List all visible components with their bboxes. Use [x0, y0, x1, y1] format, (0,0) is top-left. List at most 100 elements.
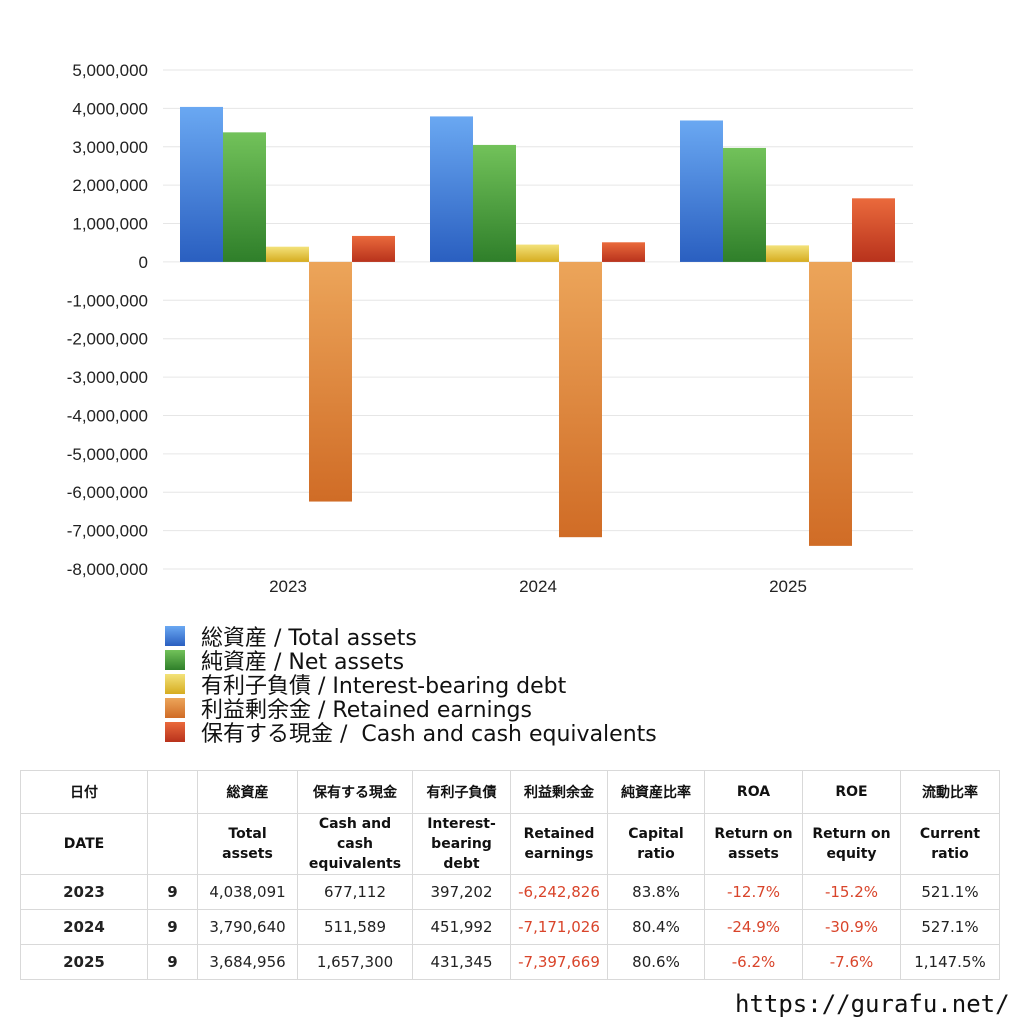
cell-capital-ratio: 80.6%	[607, 944, 705, 980]
header-en-line: DATE	[63, 836, 105, 852]
bar-2025-series-0	[680, 120, 723, 262]
header-ja-cell: ROE	[802, 770, 901, 814]
cell-capital-ratio: 80.4%	[607, 909, 705, 945]
header-en-line: Capital ratio	[628, 826, 684, 862]
y-tick-label: 0	[139, 253, 148, 272]
header-en-cell: Current ratio	[900, 813, 1000, 875]
header-en-line: ratio	[931, 846, 969, 862]
y-tick-label: 1,000,000	[72, 215, 148, 234]
bar-2023-series-3	[309, 261, 352, 502]
header-en-line: debt	[443, 856, 480, 872]
legend-label: 総資産 / Total assets	[201, 626, 417, 651]
cell-cash: 677,112	[297, 874, 413, 910]
header-en-cell: Cash and cash equivalents	[297, 813, 413, 875]
header-en-line: equity	[826, 846, 877, 862]
legend-swatch	[165, 674, 185, 694]
header-en-line: assets	[728, 846, 779, 862]
header-en-line: Cash and cash	[318, 816, 392, 852]
y-tick-label: 2,000,000	[72, 176, 148, 195]
cell-month: 9	[147, 944, 198, 980]
cell-month: 9	[147, 874, 198, 910]
header-en-cell: DATE	[20, 813, 148, 875]
legend-swatch	[165, 650, 185, 670]
gridlines	[163, 69, 913, 570]
cell-current-ratio: 1,147.5%	[900, 944, 1000, 980]
header-en-cell: Capital ratio	[607, 813, 705, 875]
bar-2023-series-4	[352, 235, 395, 262]
header-ja-cell: 総資産	[197, 770, 298, 814]
cell-current-ratio: 527.1%	[900, 909, 1000, 945]
cell-retained: -6,242,826	[510, 874, 608, 910]
header-ja-cell: ROA	[704, 770, 803, 814]
bar-2023-series-1	[223, 132, 266, 262]
cell-total-assets: 3,790,640	[197, 909, 298, 945]
bar-2025-series-4	[852, 198, 895, 262]
cell-capital-ratio: 83.8%	[607, 874, 705, 910]
legend-swatch	[165, 698, 185, 718]
bar-2024-series-2	[516, 244, 559, 262]
cell-debt: 431,345	[412, 944, 511, 980]
table-row: 2023 9 4,038,091 677,112 397,202 -6,242,826 83…	[20, 874, 1000, 910]
header-en-line: bearing	[431, 836, 492, 852]
bar-2024-series-4	[602, 242, 645, 262]
header-ja-cell: 有利子負債	[412, 770, 511, 814]
cell-year: 2024	[20, 909, 148, 945]
cell-roa: -24.9%	[704, 909, 803, 945]
cell-roa: -6.2%	[704, 944, 803, 980]
y-tick-label: 3,000,000	[72, 138, 148, 157]
legend-label: 利益剰余金 / Retained earnings	[201, 698, 532, 723]
y-tick-label: -6,000,000	[67, 483, 148, 502]
bar-2025-series-1	[723, 147, 766, 262]
cell-roe: -30.9%	[802, 909, 901, 945]
y-tick-label: -4,000,000	[67, 406, 148, 425]
cell-retained: -7,171,026	[510, 909, 608, 945]
cell-roe: -7.6%	[802, 944, 901, 980]
bar-2024-series-1	[473, 144, 516, 262]
legend-label: 有利子負債 / Interest-bearing debt	[201, 674, 567, 699]
y-tick-label: -3,000,000	[67, 368, 148, 387]
cell-year: 2025	[20, 944, 148, 980]
legend-swatch	[165, 722, 185, 742]
cell-current-ratio: 521.1%	[900, 874, 1000, 910]
x-axis-tick-labels: 2023 2024 2025	[269, 577, 807, 596]
cell-cash: 1,657,300	[297, 944, 413, 980]
header-en-line: Interest-	[427, 816, 496, 832]
bar-2023-series-2	[266, 246, 309, 262]
legend-swatch	[165, 626, 185, 646]
bars	[180, 106, 895, 546]
header-ja-cell: 利益剰余金	[510, 770, 608, 814]
x-tick-label: 2024	[519, 577, 557, 596]
bar-2023-series-0	[180, 106, 223, 262]
bar-2024-series-3	[559, 261, 602, 538]
bar-2025-series-3	[809, 261, 852, 546]
y-axis-tick-labels: 5,000,000 4,000,000 3,000,000 2,000,000 1,00…	[67, 61, 148, 579]
y-tick-label: -7,000,000	[67, 522, 148, 541]
y-tick-label: -5,000,000	[67, 445, 148, 464]
legend-item: 保有する現金 / Cash and cash equivalents	[165, 720, 657, 747]
legend-item: 純資産 / Net assets	[165, 648, 657, 675]
header-ja-cell: 純資産比率	[607, 770, 705, 814]
legend-label: 純資産 / Net assets	[201, 650, 405, 675]
cell-cash: 511,589	[297, 909, 413, 945]
table-row: 2024 9 3,790,640 511,589 451,992 -7,171,026 80…	[20, 909, 1000, 945]
legend-item: 総資産 / Total assets	[165, 624, 657, 651]
header-en-line: equivalents	[308, 856, 402, 872]
header-en-line: earnings	[524, 846, 594, 862]
cell-roe: -15.2%	[802, 874, 901, 910]
y-tick-label: -2,000,000	[67, 330, 148, 349]
cell-debt: 451,992	[412, 909, 511, 945]
header-ja-cell: 流動比率	[900, 770, 1000, 814]
bar-chart: 5,000,000 4,000,000 3,000,000 2,000,000 1,00…	[67, 61, 913, 596]
x-tick-label: 2025	[769, 577, 807, 596]
header-en-cell: Return on equity	[802, 813, 901, 875]
legend-item: 有利子負債 / Interest-bearing debt	[165, 672, 657, 699]
cell-month: 9	[147, 909, 198, 945]
site-url: https://gurafu.net/	[735, 990, 1010, 1018]
x-tick-label: 2023	[269, 577, 307, 596]
y-tick-label: 4,000,000	[72, 99, 148, 118]
cell-retained: -7,397,669	[510, 944, 608, 980]
header-en-line: Current	[919, 826, 981, 842]
header-row-en: DATE Total assets Cash and cash equivalents…	[20, 813, 1000, 875]
header-en-line: Return on	[812, 826, 891, 842]
legend: 総資産 / Total assets 純資産 / Net assets 有利子負債 …	[165, 624, 657, 747]
